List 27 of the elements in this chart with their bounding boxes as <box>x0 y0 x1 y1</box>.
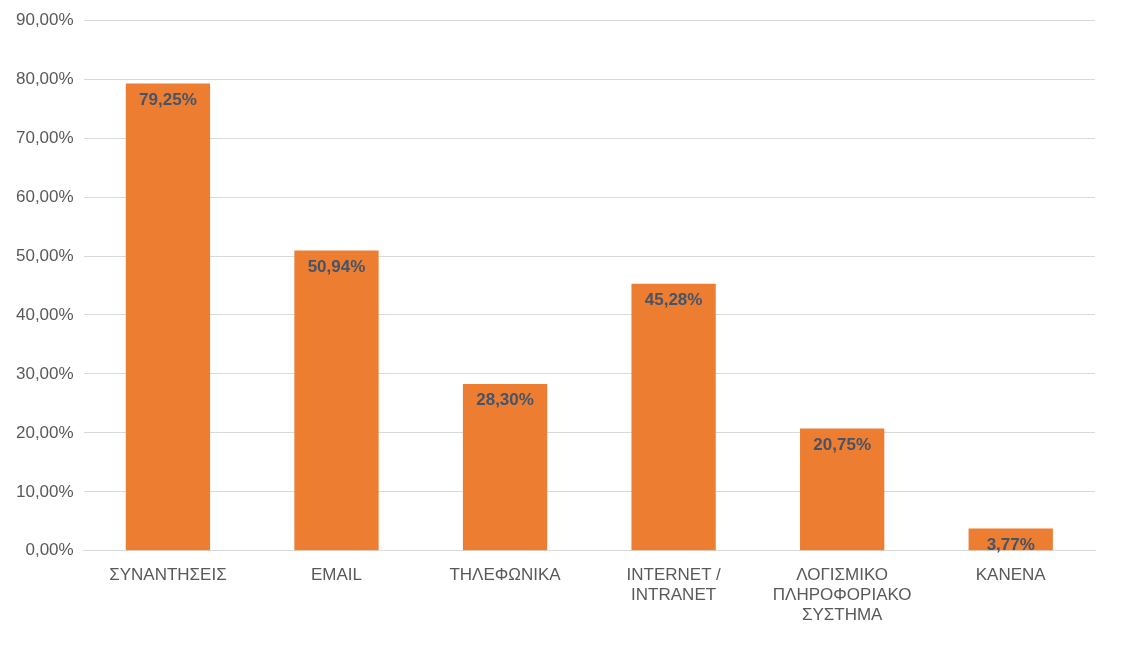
y-tick-label: 20,00% <box>15 422 74 442</box>
bar <box>294 250 379 551</box>
x-tick-label: EMAIL <box>310 564 363 584</box>
data-label: 28,30% <box>476 390 534 410</box>
bar <box>462 383 548 551</box>
y-tick-label: 80,00% <box>15 68 74 88</box>
y-tick-label: 40,00% <box>15 304 74 324</box>
y-tick-label: 50,00% <box>15 245 74 265</box>
y-tick-label: 70,00% <box>15 127 74 147</box>
x-tick-label: ΚΑΝΕΝΑ <box>975 564 1047 584</box>
data-label: 50,94% <box>307 256 366 276</box>
data-label: 3,77% <box>986 534 1035 554</box>
bar <box>125 83 211 551</box>
y-tick-label: 30,00% <box>15 363 74 383</box>
x-tick-label: INTERNET / INTRANET <box>626 564 721 605</box>
y-tick-label: 90,00% <box>15 9 74 29</box>
data-label: 79,25% <box>139 89 197 109</box>
data-label: 20,75% <box>813 434 871 454</box>
data-label: 45,28% <box>644 290 703 310</box>
x-tick-label: ΛΟΓΙΣΜΙΚΟ ΠΛΗΡΟΦΟΡΙΑΚΟ ΣΥΣΤΗΜΑ <box>772 564 912 625</box>
x-tick-label: ΣΥΝΑΝΤΗΣΕΙΣ <box>109 564 227 584</box>
bar <box>631 283 716 551</box>
x-tick-label: ΤΗΛΕΦΩΝΙΚΑ <box>449 564 562 584</box>
bar <box>800 428 885 551</box>
y-tick-label: 10,00% <box>15 481 74 501</box>
y-tick-label: 0,00% <box>25 540 74 560</box>
y-tick-label: 60,00% <box>15 186 74 206</box>
